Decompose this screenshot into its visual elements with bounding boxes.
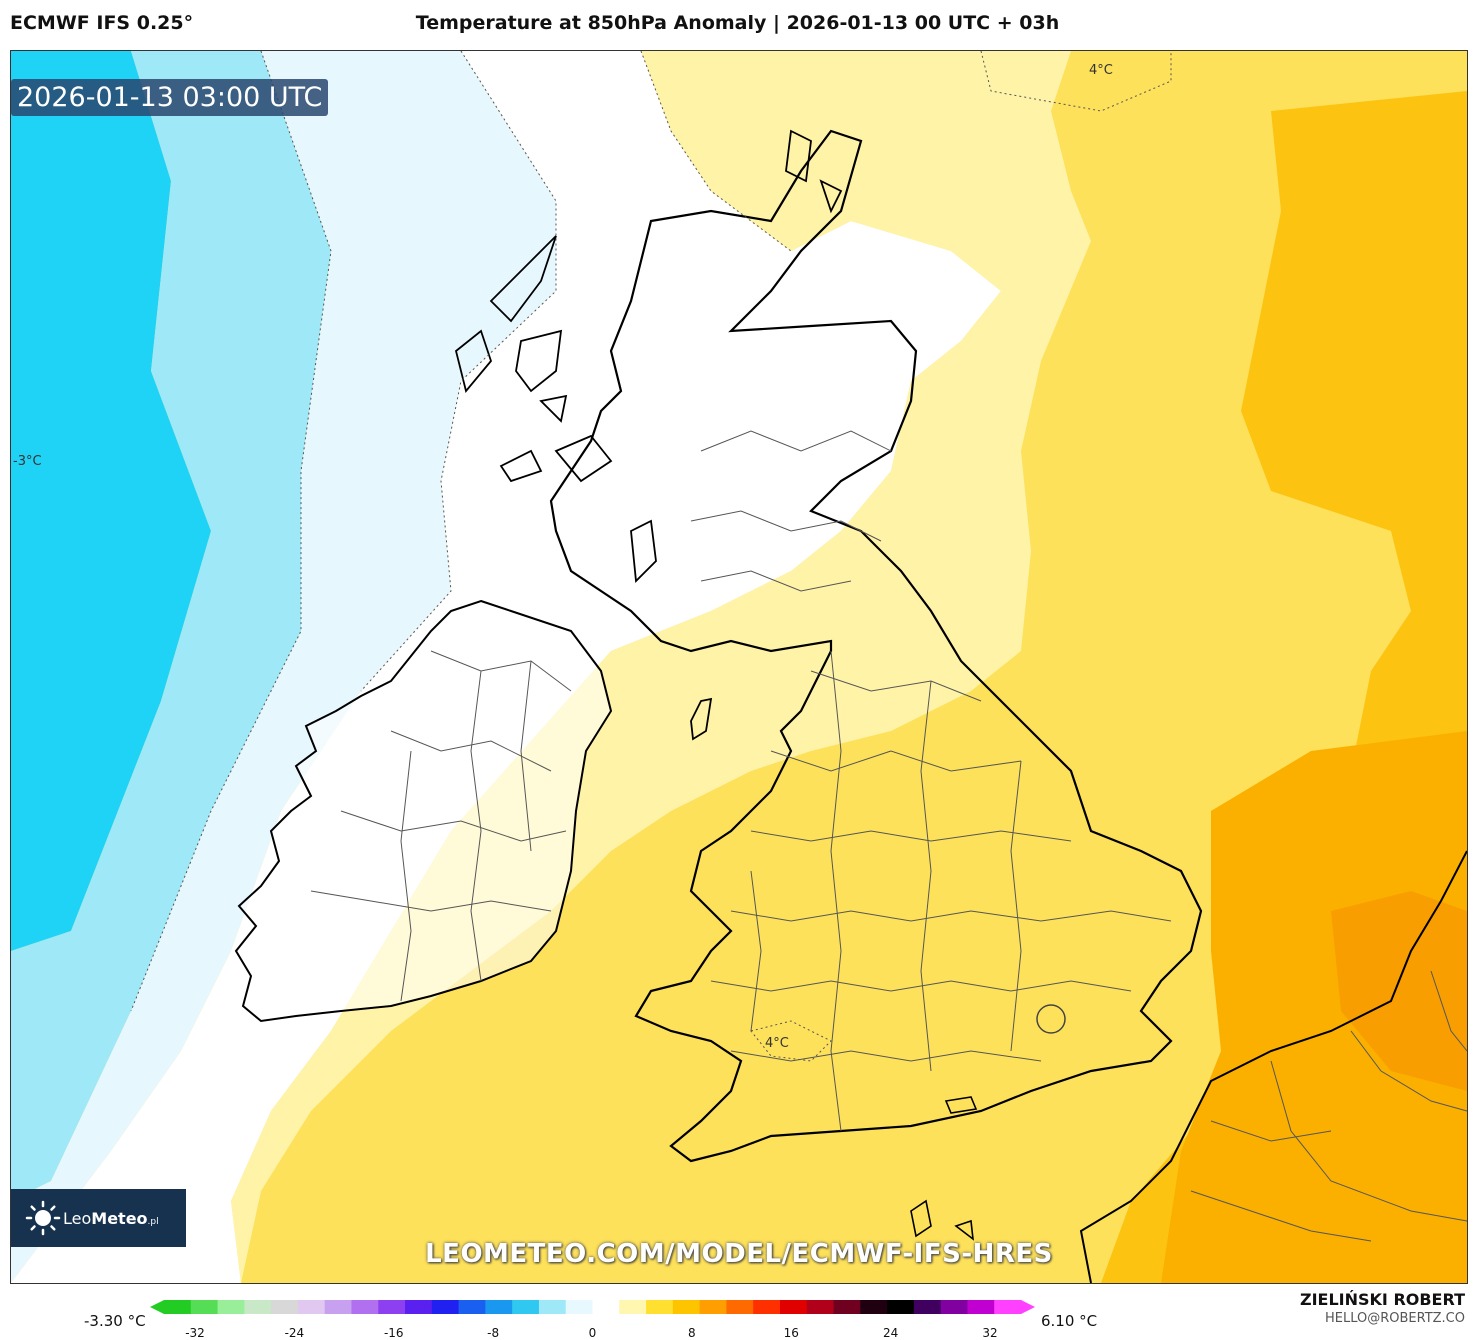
isle-of-wight bbox=[944, 1096, 978, 1114]
watermark-url: LEOMETEO.COM/MODEL/ECMWF-IFS-HRES bbox=[425, 1239, 1053, 1269]
colorbar-cell bbox=[753, 1300, 781, 1314]
sun-icon bbox=[25, 1200, 61, 1236]
colorbar-tick-label: 24 bbox=[882, 1326, 899, 1340]
colorbar-min-arrow bbox=[150, 1300, 164, 1314]
colorbar-cell bbox=[164, 1300, 192, 1314]
colorbar-tick-label: 8 bbox=[688, 1326, 696, 1340]
colorbar-cell bbox=[967, 1300, 995, 1314]
colorbar-tick-label: 0 bbox=[588, 1326, 597, 1340]
continent-borders bbox=[1190, 970, 1467, 1242]
isotherm-label-south: 4°C bbox=[765, 1036, 789, 1051]
colorbar-cell bbox=[833, 1300, 861, 1314]
colorbar-cell bbox=[324, 1300, 352, 1314]
great-britain-outline bbox=[549, 129, 1203, 1163]
model-name: ECMWF IFS 0.25° bbox=[10, 12, 194, 34]
colorbar-cell bbox=[592, 1300, 620, 1314]
isotherm-lines bbox=[130, 51, 1172, 1062]
legend: -3.30 °C -32 -24 -16 -8 0 8 16 24 32 6.10 °C bbox=[0, 1290, 1475, 1340]
colorbar-cell bbox=[913, 1300, 942, 1314]
colorbar-cell bbox=[431, 1300, 460, 1314]
author-email: HELLO@ROBERTZ.CO bbox=[1324, 1311, 1465, 1326]
colorbar-cell bbox=[646, 1300, 674, 1314]
colorbar-cell bbox=[190, 1300, 219, 1314]
author-credit: ZIELIŃSKI ROBERT HELLO@ROBERTZ.CO bbox=[1300, 1290, 1465, 1326]
colorbar-tick-label: -24 bbox=[284, 1326, 305, 1340]
legend-min-value: -3.30 °C bbox=[84, 1312, 146, 1330]
colorbar-cell bbox=[940, 1300, 968, 1314]
continent-coast bbox=[1079, 850, 1467, 1283]
scottish-islands bbox=[454, 129, 843, 583]
colorbar-cell bbox=[244, 1300, 272, 1314]
colorbar-cell bbox=[860, 1300, 888, 1314]
colorbar-cell bbox=[565, 1300, 593, 1314]
leometeo-logo[interactable]: LeoMeteo.pl bbox=[11, 1189, 186, 1247]
isotherm-label-north: 4°C bbox=[1089, 63, 1113, 78]
london-districts bbox=[1036, 1004, 1066, 1034]
band-hot-spot bbox=[1331, 891, 1467, 1091]
colorbar-cell bbox=[887, 1300, 915, 1314]
colorbar-tick-label: 16 bbox=[783, 1326, 799, 1340]
colorbar-cell bbox=[538, 1300, 567, 1314]
colorbar-tick-label: -16 bbox=[383, 1326, 404, 1340]
colorbar bbox=[150, 1300, 1035, 1314]
colorbar-cell bbox=[271, 1300, 299, 1314]
anomaly-map[interactable] bbox=[11, 51, 1467, 1283]
band-pale-blue bbox=[11, 51, 556, 1283]
ireland-county-borders bbox=[310, 650, 572, 1002]
logo-text: LeoMeteo.pl bbox=[63, 1208, 159, 1228]
band-deep-orange bbox=[1161, 731, 1467, 1283]
channel-islands bbox=[910, 1199, 975, 1241]
band-light-cyan bbox=[11, 51, 331, 1201]
isle-of-man bbox=[690, 697, 713, 741]
colorbar-cell bbox=[994, 1300, 1022, 1314]
map-title: Temperature at 850hPa Anomaly | 2026-01-… bbox=[415, 12, 1060, 34]
colorbar-cell bbox=[378, 1300, 406, 1314]
colorbar-cell bbox=[512, 1300, 540, 1314]
colorbar-cell bbox=[672, 1300, 701, 1314]
colorbar-cell bbox=[726, 1300, 754, 1314]
colorbar-max-arrow bbox=[1021, 1300, 1035, 1314]
colorbar-cell bbox=[351, 1300, 379, 1314]
colorbar-cell bbox=[806, 1300, 835, 1314]
valid-time-badge: 2026-01-13 03:00 UTC bbox=[11, 79, 329, 116]
colorbar-cell bbox=[485, 1300, 513, 1314]
author-name: ZIELIŃSKI ROBERT bbox=[1299, 1290, 1465, 1309]
colorbar-tick-label: -32 bbox=[185, 1326, 205, 1340]
ireland-outline bbox=[234, 599, 613, 1023]
colorbar-tick-label: -8 bbox=[487, 1326, 500, 1340]
colorbar-cell bbox=[297, 1300, 326, 1314]
colorbar-cell bbox=[217, 1300, 245, 1314]
map-panel[interactable]: 4°C -3°C 4°C 2026-01-13 03:00 UTC LeoMet… bbox=[10, 50, 1468, 1284]
great-britain-region-borders bbox=[690, 430, 1172, 1132]
isotherm-label-west: -3°C bbox=[13, 454, 42, 469]
colorbar-cell bbox=[458, 1300, 486, 1314]
colorbar-cell bbox=[699, 1300, 727, 1314]
colorbar-cell bbox=[619, 1300, 647, 1314]
colorbar-tick-label: 32 bbox=[982, 1326, 998, 1340]
legend-max-value: 6.10 °C bbox=[1041, 1312, 1098, 1330]
colorbar-cell bbox=[779, 1300, 808, 1314]
colorbar-cell bbox=[405, 1300, 433, 1314]
